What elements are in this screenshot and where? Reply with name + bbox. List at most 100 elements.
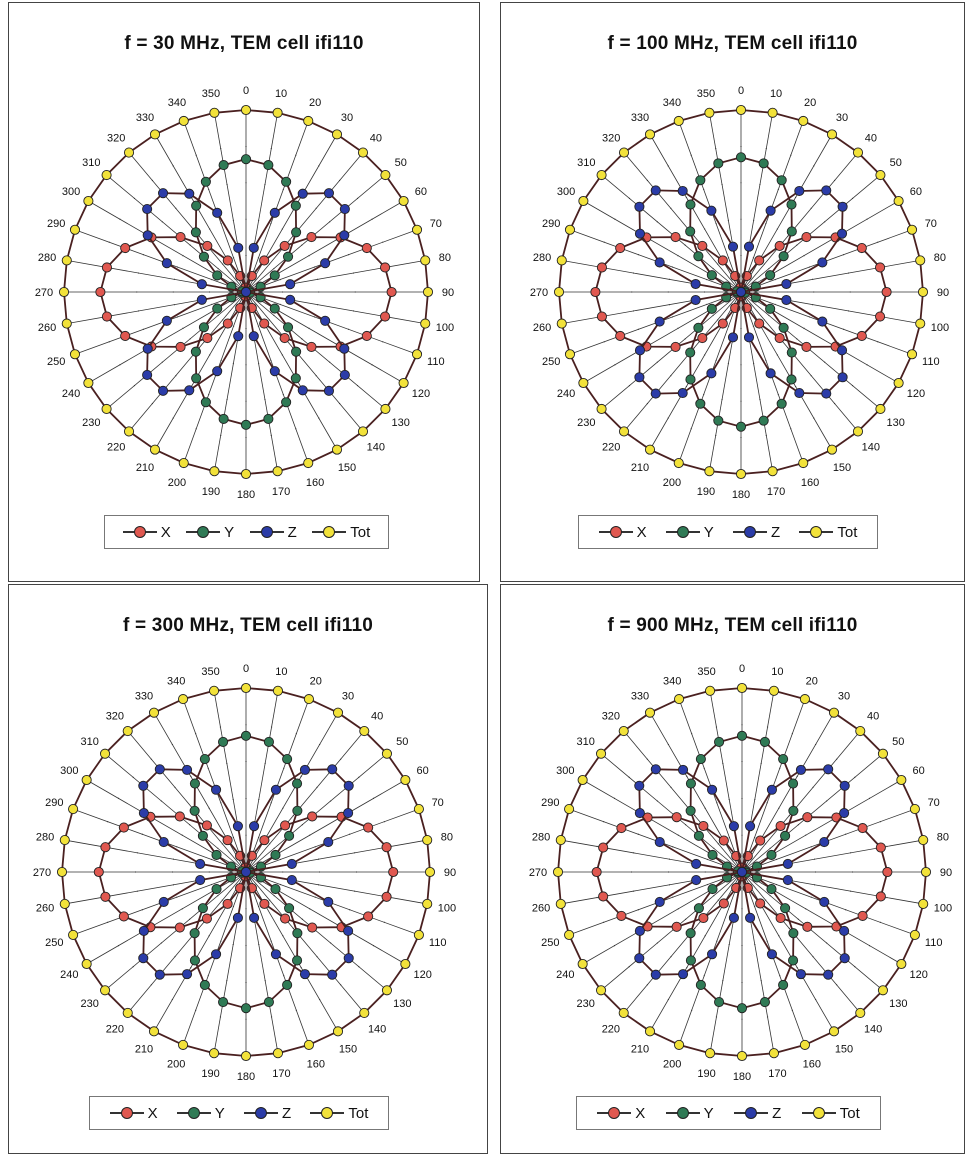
point-z (634, 201, 645, 212)
spoke-tick (292, 927, 295, 930)
point-tot (424, 866, 436, 878)
spoke-tick (301, 918, 304, 921)
point-y (713, 158, 724, 169)
angle-label: 280 (38, 252, 56, 264)
point-tot (915, 255, 926, 266)
point-tot (555, 898, 566, 910)
legend-swatch (122, 526, 157, 538)
point-tot (422, 286, 434, 298)
spoke-tick (717, 899, 720, 901)
point-x (717, 255, 728, 266)
angle-label: 250 (541, 937, 559, 949)
point-y (240, 1003, 252, 1014)
point-z (794, 387, 805, 399)
point-y (695, 753, 706, 765)
point-y (270, 883, 281, 895)
point-tot (400, 774, 411, 786)
angle-label: 320 (602, 132, 620, 144)
angle-label: 290 (45, 797, 63, 809)
spoke-tick (273, 314, 275, 317)
angle-label: 250 (45, 937, 63, 949)
angle-label: 0 (243, 663, 249, 675)
angle-label: 250 (47, 356, 65, 368)
point-z (634, 780, 645, 791)
spoke-tick (161, 221, 164, 223)
spoke-tick (814, 998, 817, 1001)
point-z (286, 858, 297, 869)
point-z (233, 242, 244, 253)
angle-label: 310 (577, 157, 595, 169)
point-y (200, 176, 211, 187)
point-z (211, 784, 222, 795)
angle-label: 230 (81, 998, 99, 1010)
point-x (202, 240, 213, 251)
radial-spoke (741, 753, 884, 873)
spoke-tick (703, 354, 706, 356)
point-tot (272, 466, 283, 477)
angle-label: 120 (907, 388, 925, 400)
angle-label: 320 (107, 132, 125, 144)
angle-label: 140 (368, 1023, 386, 1035)
angle-label: 280 (532, 832, 550, 844)
point-x (222, 898, 233, 909)
spoke-tick (318, 417, 320, 419)
radial-spoke (183, 120, 247, 293)
spoke-tick (268, 843, 271, 845)
point-tot (552, 866, 564, 878)
angle-label: 180 (733, 1071, 751, 1083)
point-tot (303, 457, 314, 469)
point-y (685, 955, 696, 966)
point-y (281, 176, 292, 187)
point-x (596, 311, 607, 322)
point-x (717, 318, 728, 329)
point-tot (240, 682, 252, 694)
point-tot (768, 1048, 780, 1059)
point-z (819, 896, 830, 907)
angle-label: 30 (341, 112, 353, 124)
point-z (339, 343, 350, 354)
legend-label: Tot (837, 523, 858, 541)
point-tot (673, 457, 684, 469)
point-x (202, 333, 213, 344)
spoke-tick (854, 776, 856, 779)
radial-spoke (104, 753, 247, 873)
point-z (211, 949, 222, 960)
spoke-tick (315, 374, 317, 377)
legend-swatch (799, 526, 834, 538)
spoke-tick (119, 218, 121, 220)
point-x (381, 891, 392, 902)
angle-label: 20 (804, 97, 816, 109)
point-y (765, 270, 776, 281)
angle-label: 70 (430, 218, 442, 230)
point-tot (240, 1050, 252, 1062)
angle-label: 190 (697, 1068, 715, 1080)
spoke-tick (796, 775, 798, 778)
point-z (823, 969, 834, 980)
legend-label: X (147, 1104, 158, 1122)
angle-label: 110 (922, 356, 940, 368)
angle-label: 170 (272, 486, 290, 498)
angle-label: 260 (532, 902, 550, 914)
point-z (634, 953, 645, 964)
radial-spoke (623, 871, 743, 1014)
radial-spoke (600, 753, 743, 873)
spoke-tick (628, 776, 630, 779)
angle-label: 320 (106, 711, 124, 723)
angle-label: 100 (931, 322, 949, 334)
angle-label: 340 (663, 675, 681, 687)
point-tot (909, 929, 920, 940)
spoke-tick (656, 221, 659, 223)
point-y (695, 979, 706, 991)
spoke-tick (358, 965, 360, 968)
point-tot (852, 147, 864, 158)
radial-spoke (245, 730, 365, 873)
point-y (778, 251, 789, 262)
radial-spoke (183, 291, 247, 464)
point-x (259, 318, 270, 329)
legend-item-x: X (598, 524, 647, 541)
legend-item-z: Z (734, 1105, 781, 1122)
point-z (736, 866, 748, 878)
spoke-tick (833, 402, 836, 405)
point-tot (644, 707, 656, 718)
spoke-tick (788, 814, 791, 817)
